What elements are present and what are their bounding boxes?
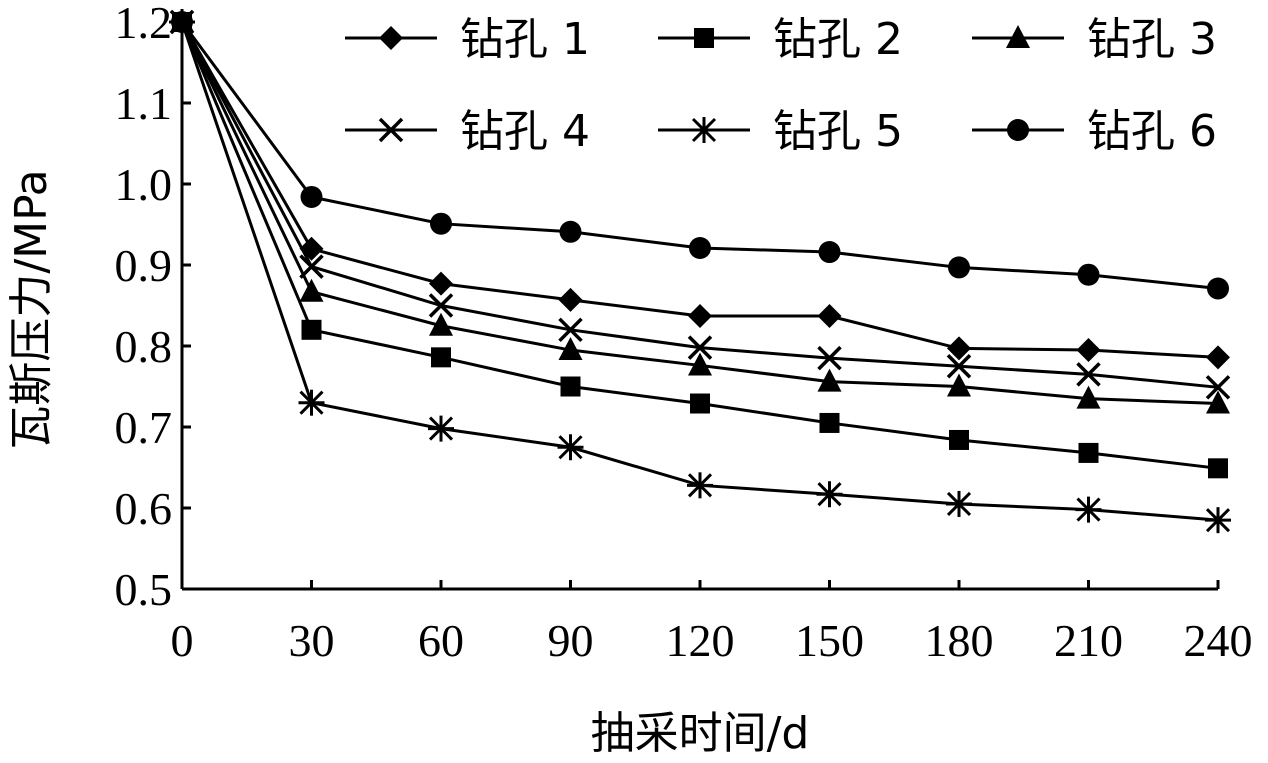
x-tick-label: 0 (171, 615, 194, 666)
data-point (688, 352, 712, 376)
data-point (428, 293, 454, 318)
data-point (947, 373, 971, 397)
legend-marker (379, 26, 403, 50)
ticks: 0.5 0.6 0.7 0.8 0.9 1.0 1.1 1.2 0 30 60 90 120 150 180… (115, 0, 1253, 666)
data-point (171, 11, 193, 33)
legend-item-2: 钻孔 2 (658, 14, 903, 65)
legend-marker (691, 117, 717, 143)
data-point (301, 319, 322, 340)
x-tick-label: 30 (289, 615, 335, 666)
data-point (690, 393, 710, 414)
legend-marker (1007, 119, 1029, 141)
data-point (1078, 442, 1099, 463)
data-point (816, 481, 843, 508)
legend-label: 钻孔 6 (1087, 106, 1217, 157)
data-point (429, 312, 453, 336)
data-point (299, 278, 324, 302)
data-point (687, 472, 713, 499)
data-point (558, 337, 583, 361)
data-point (1076, 362, 1101, 387)
data-point (1076, 385, 1101, 409)
y-tick-label: 1.0 (115, 159, 173, 210)
data-point (1205, 507, 1231, 534)
y-axis-title: 瓦斯压力/MPa (6, 169, 57, 449)
legend-label: 钻孔 5 (773, 106, 903, 157)
x-tick-label: 180 (925, 615, 994, 666)
x-tick-label: 240 (1184, 615, 1253, 666)
y-tick-label: 1.1 (115, 78, 173, 129)
series-6 (171, 11, 1229, 300)
data-point (1206, 390, 1230, 414)
y-tick-label: 0.9 (115, 240, 173, 291)
series-3 (170, 9, 1230, 414)
series-layer (169, 9, 1231, 534)
data-point (430, 212, 452, 235)
x-tick-label: 120 (666, 615, 735, 666)
series-1 (170, 10, 1230, 370)
x-tick-label: 90 (548, 615, 594, 666)
data-point (947, 336, 971, 361)
legend-item-5: 钻孔 5 (658, 106, 903, 157)
data-point (688, 304, 712, 329)
data-point (817, 368, 842, 392)
y-tick-label: 0.6 (115, 483, 173, 534)
legend-item-1: 钻孔 1 (345, 14, 590, 65)
legend-item-3: 钻孔 3 (972, 14, 1217, 65)
data-point (428, 415, 454, 442)
data-point (818, 241, 841, 264)
data-point (560, 376, 581, 397)
y-tick-label: 0.8 (115, 321, 173, 372)
data-point (817, 304, 842, 329)
data-point (1076, 338, 1101, 363)
series-4 (169, 9, 1231, 400)
legend: 钻孔 1 钻孔 2 钻孔 3 钻孔 4 钻孔 5 钻孔 6 (345, 14, 1217, 157)
data-point (558, 287, 583, 312)
data-point (431, 347, 451, 368)
legend-label: 钻孔 4 (460, 106, 590, 157)
legend-item-6: 钻孔 6 (972, 106, 1217, 157)
legend-marker (1006, 25, 1030, 48)
data-point (949, 429, 969, 450)
data-point (687, 335, 713, 360)
x-tick-label: 210 (1054, 615, 1123, 666)
data-point (1208, 458, 1228, 479)
data-point (1205, 375, 1231, 400)
x-tick-label: 60 (418, 615, 464, 666)
data-point (946, 490, 972, 517)
series-line-5 (180, 21, 1219, 522)
data-point (300, 185, 323, 208)
data-point (819, 412, 840, 433)
data-point (558, 317, 583, 343)
data-point (817, 345, 842, 371)
data-point (557, 434, 584, 461)
legend-label: 钻孔 2 (773, 14, 903, 65)
data-point (559, 220, 582, 243)
data-point (689, 236, 711, 259)
y-tick-label: 0.5 (115, 564, 173, 615)
data-point (946, 354, 972, 379)
legend-label: 钻孔 1 (460, 14, 590, 65)
data-point (1075, 496, 1102, 523)
x-tick-label: 150 (795, 615, 864, 666)
legend-item-4: 钻孔 4 (345, 106, 590, 157)
data-point (1077, 263, 1100, 286)
data-point (948, 256, 970, 279)
x-axis-title: 抽采时间/d (591, 708, 810, 759)
y-tick-label: 1.2 (115, 0, 173, 48)
data-point (1207, 277, 1229, 300)
data-point (298, 389, 325, 416)
legend-marker (378, 117, 404, 143)
legend-marker (694, 28, 714, 48)
legend-label: 钻孔 3 (1087, 14, 1217, 65)
data-point (429, 271, 453, 296)
series-line-4 (180, 21, 1219, 389)
data-point (299, 254, 324, 279)
y-tick-label: 0.7 (115, 402, 173, 453)
data-point (1206, 345, 1230, 370)
